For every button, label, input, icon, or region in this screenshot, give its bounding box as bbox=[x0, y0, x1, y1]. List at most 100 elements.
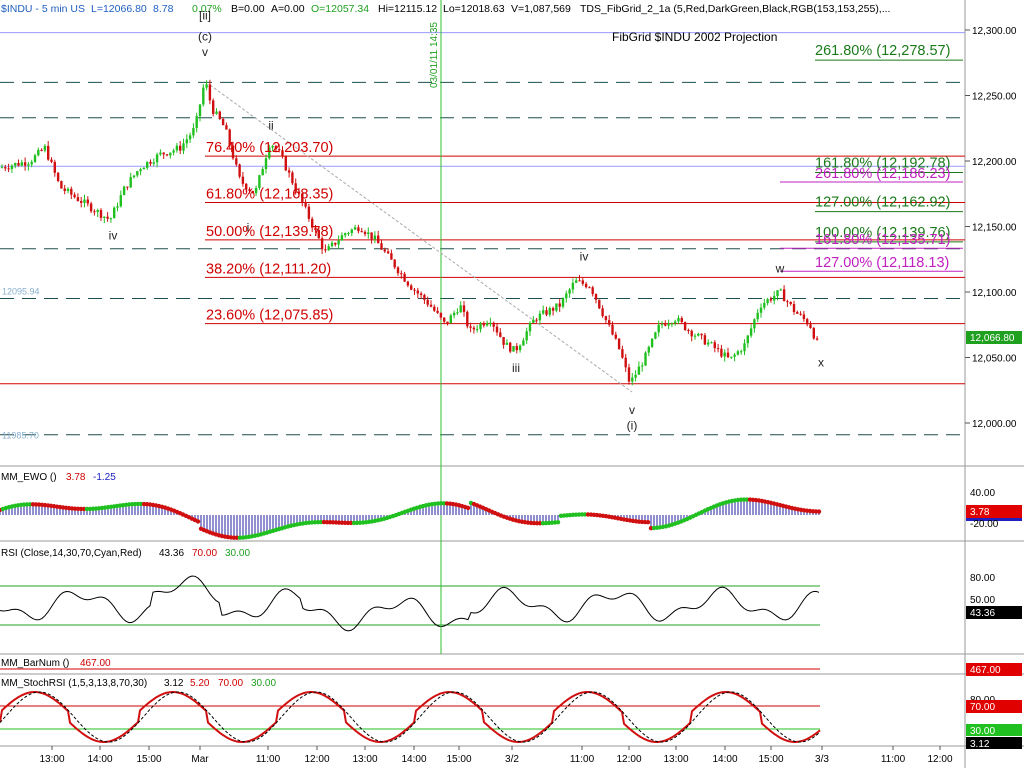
candle-body bbox=[0, 167, 4, 169]
candle-body bbox=[30, 161, 33, 165]
time-axis: 13:00 14:00 15:00 Mar 11:00 12:00 13:00 14:00 15… bbox=[39, 746, 953, 765]
candle-body bbox=[657, 324, 660, 333]
candle-body bbox=[56, 172, 60, 182]
ewo-dot bbox=[816, 509, 822, 514]
candle-body bbox=[591, 287, 594, 294]
candle-body bbox=[766, 299, 769, 304]
candle-body bbox=[740, 351, 743, 353]
candle-body bbox=[598, 299, 601, 309]
candle-body bbox=[390, 253, 393, 260]
candle-body bbox=[614, 334, 617, 339]
candle-body bbox=[353, 227, 357, 230]
candle-body bbox=[535, 319, 538, 321]
candle-body bbox=[499, 332, 502, 338]
candle-body bbox=[667, 323, 670, 326]
candle-body bbox=[103, 216, 106, 218]
rsi-name: RSI (Close,14,30,70,Cyan,Red) bbox=[1, 548, 142, 559]
candle-body bbox=[806, 319, 809, 325]
candle-body bbox=[278, 149, 281, 151]
candle-body bbox=[320, 238, 324, 250]
fib-red-label: 50.00% (12,139.78) bbox=[206, 224, 333, 240]
candle-body bbox=[188, 135, 192, 140]
candle-body bbox=[119, 195, 122, 207]
candle-body bbox=[641, 365, 644, 367]
candle-body bbox=[268, 147, 271, 159]
candle-body bbox=[14, 162, 17, 166]
time-tick-label: 11:00 bbox=[256, 754, 281, 765]
candle-body bbox=[4, 167, 7, 169]
candle-body bbox=[83, 199, 86, 203]
candle-body bbox=[43, 145, 47, 151]
candle-body bbox=[80, 200, 83, 203]
candle-body bbox=[565, 293, 568, 299]
candle-body bbox=[538, 313, 542, 321]
candle-body bbox=[172, 150, 175, 153]
ewo-dot bbox=[465, 505, 471, 511]
candle-body bbox=[106, 216, 109, 219]
candle-body bbox=[400, 273, 403, 275]
candle-body bbox=[23, 162, 27, 166]
barnum-name: MM_BarNum () bbox=[1, 658, 69, 669]
candle-body bbox=[710, 342, 713, 344]
price-tick-label: 12,050.00 bbox=[972, 354, 1017, 365]
last-price-value: 12,066.80 bbox=[970, 333, 1015, 344]
rsi-tick-80: 80.00 bbox=[970, 573, 995, 584]
candle-body bbox=[456, 312, 459, 314]
candle-body bbox=[690, 330, 693, 337]
candle-body bbox=[377, 235, 380, 244]
barnum-panel: MM_BarNum () 467.00 467.00 bbox=[0, 658, 1022, 676]
candle-body bbox=[594, 293, 598, 300]
candle-body bbox=[700, 333, 703, 336]
candle-body bbox=[568, 289, 571, 294]
time-tick-label: 14:00 bbox=[712, 754, 737, 765]
vertical-marker: 03/01/11 14:35 bbox=[429, 0, 442, 654]
candle-body bbox=[624, 357, 627, 368]
candle-body bbox=[726, 352, 730, 358]
ewo-tick-40: 40.00 bbox=[970, 488, 995, 499]
candle-body bbox=[786, 301, 789, 303]
candle-body bbox=[393, 259, 396, 268]
candle-body bbox=[575, 280, 578, 283]
time-tick-label: 12:00 bbox=[304, 754, 329, 765]
ewo-histogram bbox=[0, 497, 822, 540]
candle-body bbox=[449, 315, 452, 324]
candle-body bbox=[403, 273, 406, 282]
candle-body bbox=[258, 175, 261, 189]
candle-body bbox=[175, 145, 179, 151]
candle-body bbox=[647, 346, 650, 353]
candle-body bbox=[664, 324, 667, 326]
time-tick-label: 13:00 bbox=[39, 754, 64, 765]
candle-body bbox=[228, 129, 231, 146]
candle-body bbox=[809, 324, 812, 328]
candle-body bbox=[410, 285, 413, 290]
candle-body bbox=[578, 280, 581, 282]
projection-title: FibGrid $INDU 2002 Projection bbox=[612, 30, 777, 44]
fib-red-label: 76.40% (12,203.70) bbox=[206, 140, 333, 156]
candle-body bbox=[779, 289, 782, 291]
candle-body bbox=[423, 295, 426, 300]
stochrsi-slow bbox=[0, 691, 821, 743]
fib-green-label: 100.00% (12,139.76) bbox=[815, 225, 950, 241]
ewo-tick-neg20: -20.00 bbox=[970, 519, 999, 530]
candle-body bbox=[759, 307, 763, 313]
candle-body bbox=[558, 303, 561, 307]
candle-body bbox=[670, 323, 674, 325]
barnum-last-value: 467.00 bbox=[970, 665, 1001, 676]
fib-magenta-label: 161.80% (12,135.71) bbox=[815, 232, 950, 248]
candle-body bbox=[522, 340, 525, 346]
wave-label: (c) bbox=[198, 29, 212, 43]
candle-body bbox=[528, 322, 532, 332]
candle-body bbox=[495, 326, 499, 333]
candle-body bbox=[142, 167, 146, 170]
candle-body bbox=[746, 335, 749, 344]
candle-body bbox=[492, 322, 495, 327]
candle-body bbox=[548, 308, 551, 315]
candle-body bbox=[109, 218, 113, 220]
wave-label: v bbox=[629, 403, 635, 417]
candle-body bbox=[584, 283, 588, 288]
candle-body bbox=[221, 118, 225, 126]
candle-body bbox=[297, 191, 301, 194]
stoch-upper: 70.00 bbox=[218, 678, 243, 689]
ewo-panel: MM_EWO () 3.78 -1.25 40.00 3.78 -20.00 bbox=[0, 472, 1022, 540]
